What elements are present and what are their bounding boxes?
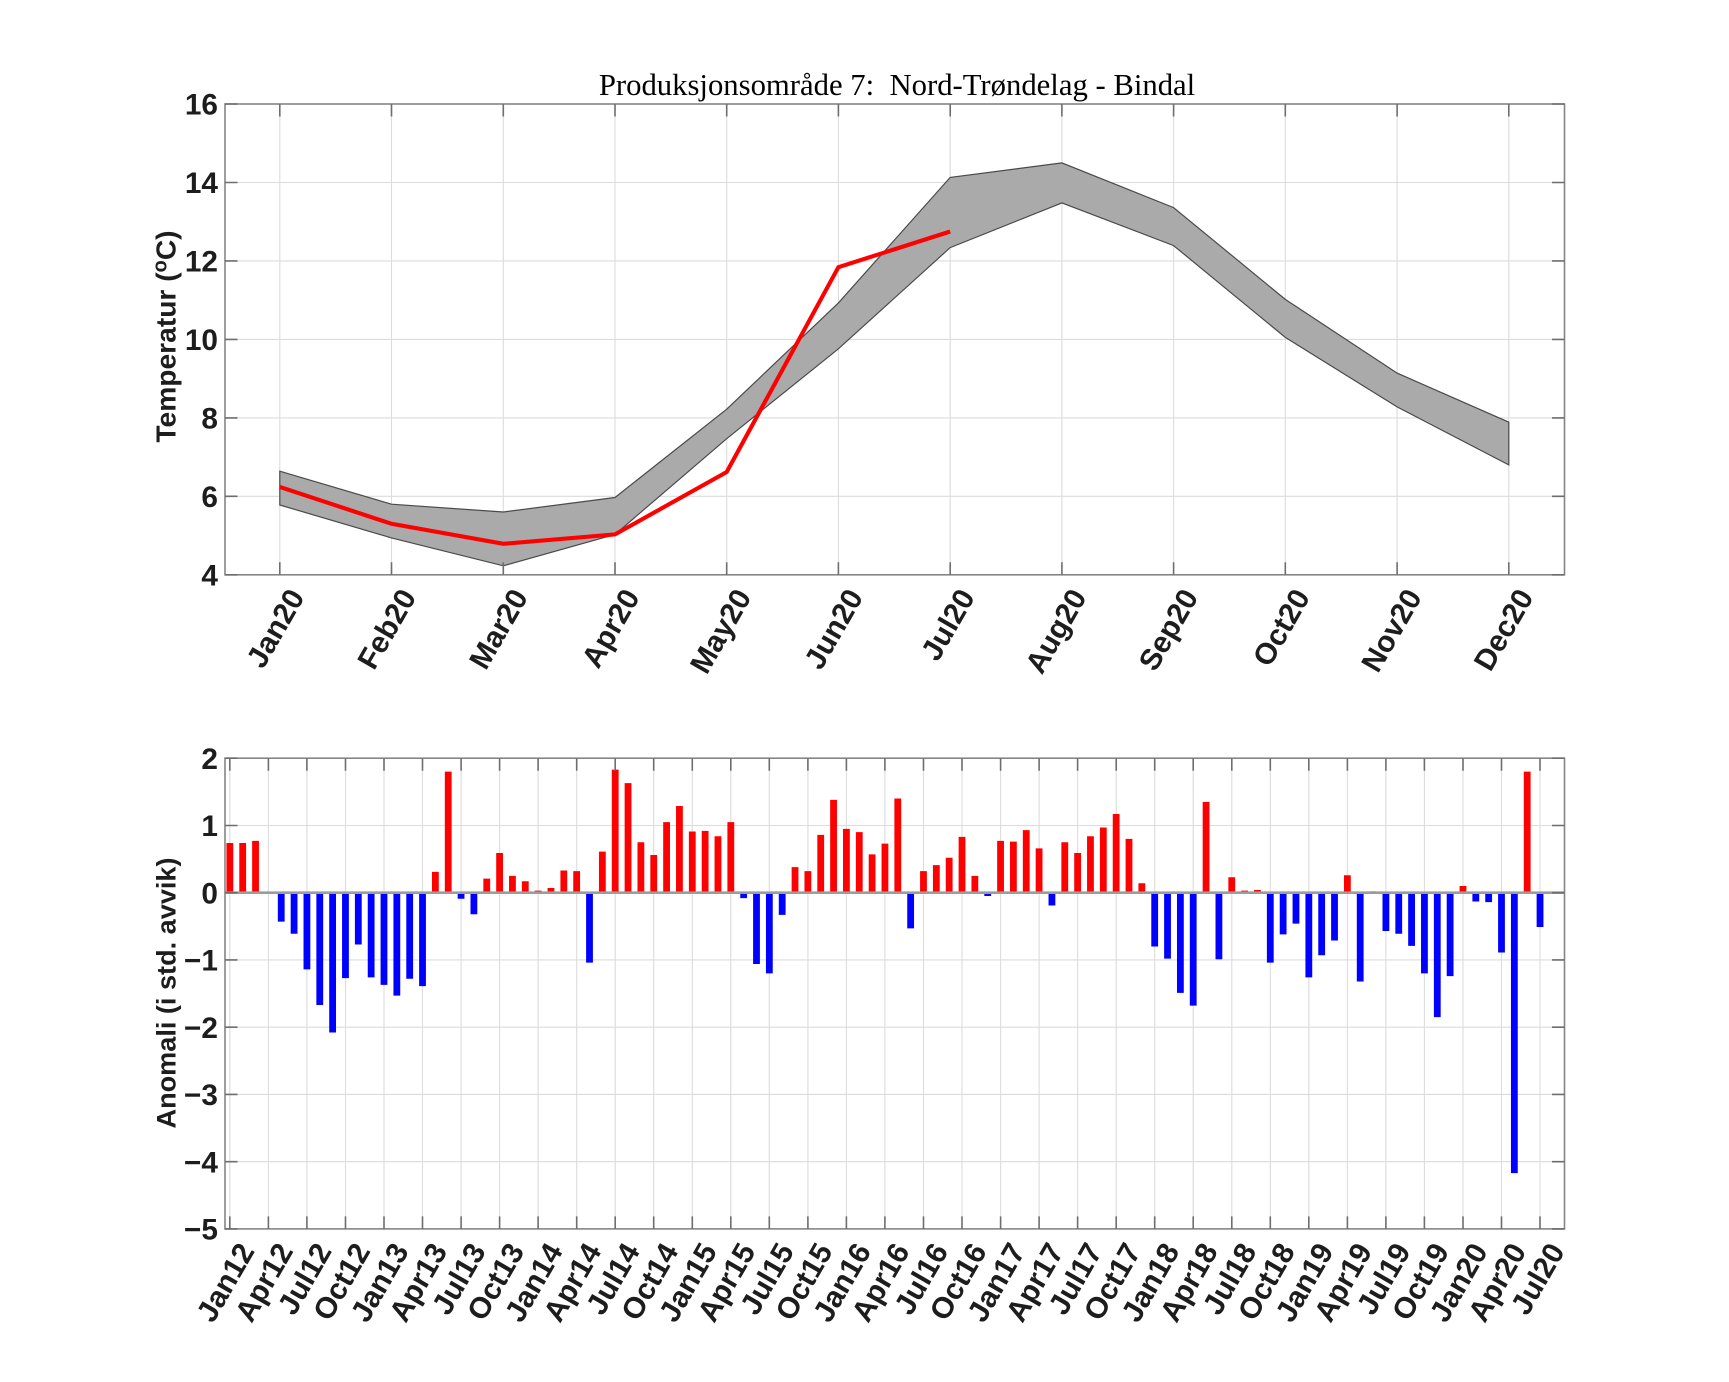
- svg-text:Produksjonsområde 7: Nord-Trø: Produksjonsområde 7: Nord-Trøndelag - Bi…: [599, 68, 1195, 102]
- svg-text:8: 8: [201, 403, 218, 436]
- svg-text:−5: −5: [184, 1214, 218, 1247]
- svg-text:2: 2: [201, 743, 218, 776]
- svg-text:−1: −1: [184, 945, 218, 978]
- svg-text:1: 1: [201, 810, 218, 843]
- svg-text:10: 10: [185, 324, 218, 357]
- svg-text:Anomali (i std. avvik): Anomali (i std. avvik): [151, 857, 182, 1128]
- svg-text:14: 14: [185, 167, 219, 200]
- svg-text:6: 6: [201, 481, 218, 514]
- svg-text:4: 4: [201, 560, 218, 593]
- svg-text:16: 16: [185, 89, 218, 122]
- svg-text:−4: −4: [184, 1146, 218, 1179]
- svg-text:12: 12: [185, 246, 218, 279]
- svg-text:−2: −2: [184, 1012, 218, 1045]
- svg-text:−3: −3: [184, 1079, 218, 1112]
- svg-text:0: 0: [201, 877, 218, 910]
